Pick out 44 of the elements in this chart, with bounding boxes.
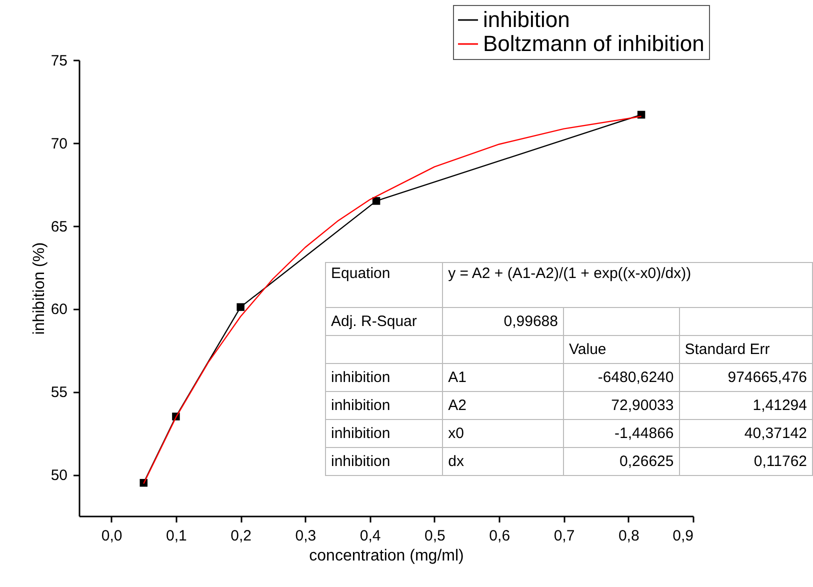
x-tick-label: 0,6 <box>489 528 510 544</box>
x-tick-label: 0,0 <box>101 528 122 544</box>
x-tick-label: 0,8 <box>618 528 640 544</box>
annotation: A2 <box>442 392 564 420</box>
x-tick-label: 0,1 <box>166 528 187 544</box>
y-tick-label: 70 <box>50 135 68 152</box>
x-tick-label: 0,2 <box>230 528 252 544</box>
annotation: y = A2 + (A1-A2)/(1 + exp((x-x0)/dx)) <box>442 262 812 308</box>
annotation: inhibition <box>326 448 443 476</box>
text: 40,37142 <box>679 420 812 448</box>
y-tick-label: 60 <box>50 301 68 318</box>
annotation: inhibition <box>326 392 443 420</box>
legend-label: inhibition <box>483 7 570 32</box>
annotation: dx <box>442 448 564 476</box>
annotation: inhibition <box>326 420 443 448</box>
annotation: A1 <box>442 364 564 392</box>
x-tick-label: 0,7 <box>554 528 575 544</box>
annotation: x0 <box>442 420 564 448</box>
text: 974665,476 <box>679 364 812 392</box>
annotation: -6480,6240 <box>564 364 680 392</box>
annotation: Value <box>564 336 680 364</box>
legend-label: Boltzmann of inhibition <box>483 31 704 56</box>
y-tick-label: 50 <box>50 467 68 484</box>
annotation: inhibition <box>326 364 443 392</box>
annotation: 72,90033 <box>564 392 680 420</box>
y-tick-label: 55 <box>50 384 68 402</box>
point <box>372 197 380 205</box>
annotation: Adj. R-Squar <box>326 308 443 336</box>
annotation: Standard Err <box>679 336 812 364</box>
text: 0,11762 <box>679 448 812 476</box>
x-tick-label: 0,5 <box>424 528 446 544</box>
y-tick-label: 75 <box>50 52 68 70</box>
annotation: 0,99688 <box>442 308 564 336</box>
point <box>236 303 244 311</box>
annotation: -1,44866 <box>564 420 680 448</box>
y-axis-title: inhibition (%) <box>30 242 48 335</box>
y-tick-label: 65 <box>50 218 68 236</box>
x-tick-label: 0,9 <box>672 528 694 544</box>
text: 1,41294 <box>679 392 812 420</box>
x-tick-label: 0,4 <box>360 528 381 544</box>
annotation: 0,26625 <box>564 448 680 476</box>
x-tick-label: 0,3 <box>295 528 316 544</box>
x-axis-title: concentration (mg/ml) <box>309 548 464 564</box>
annotation: Equation <box>326 262 443 308</box>
